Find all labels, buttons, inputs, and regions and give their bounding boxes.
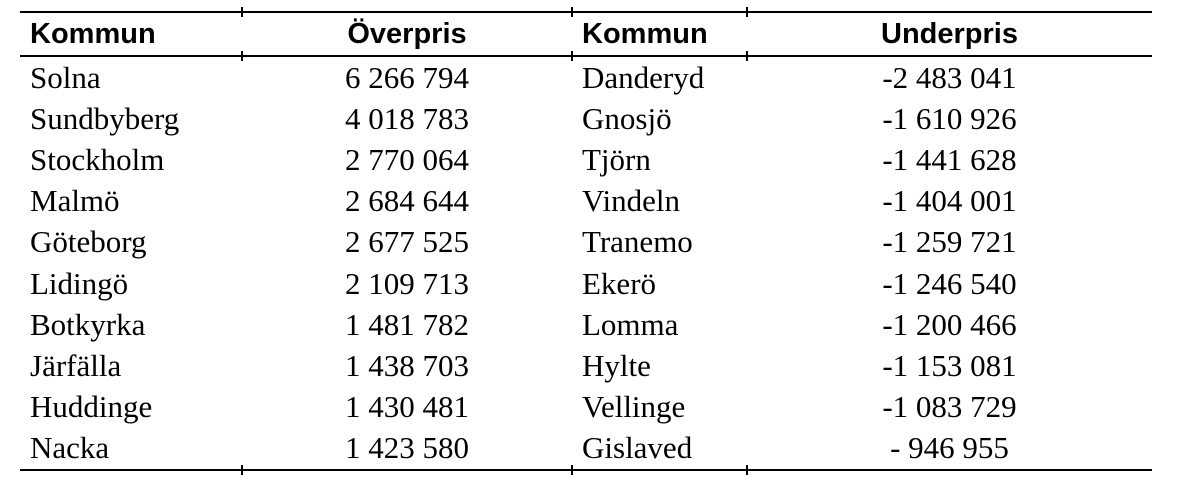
kommun-under-cell: Ekerö <box>582 265 657 301</box>
underpris-cell: -1 404 001 <box>882 183 1017 219</box>
table-row: Solna 6 266 794 Danderyd -2 483 041 <box>20 57 1152 98</box>
header-kommun-left: Kommun <box>30 17 156 50</box>
underpris-cell: -1 441 628 <box>882 141 1017 177</box>
overpris-cell: 1 430 481 <box>345 389 469 425</box>
column-divider-tick <box>571 465 573 475</box>
kommun-over-cell: Järfälla <box>30 347 122 383</box>
table-bottom-rule <box>20 468 1152 471</box>
table-row: Stockholm 2 770 064 Tjörn -1 441 628 <box>20 139 1152 180</box>
underpris-cell: -1 083 729 <box>882 389 1017 425</box>
kommun-under-cell: Lomma <box>582 306 679 342</box>
kommun-over-cell: Lidingö <box>30 265 129 301</box>
underpris-cell: - 946 955 <box>890 430 1009 466</box>
kommun-over-cell: Malmö <box>30 183 120 219</box>
column-divider-tick <box>241 51 243 61</box>
header-underpris: Underpris <box>881 17 1018 50</box>
kommun-over-cell: Botkyrka <box>30 306 146 342</box>
table-row: Huddinge 1 430 481 Vellinge -1 083 729 <box>20 387 1152 428</box>
overpris-cell: 2 684 644 <box>345 183 469 219</box>
overpris-cell: 1 423 580 <box>345 430 469 466</box>
table-row: Göteborg 2 677 525 Tranemo -1 259 721 <box>20 222 1152 263</box>
header-kommun-right: Kommun <box>582 17 708 50</box>
kommun-under-cell: Hylte <box>582 347 651 383</box>
overpris-cell: 1 481 782 <box>345 306 469 342</box>
kommun-over-cell: Sundbyberg <box>30 100 180 136</box>
kommun-over-cell: Huddinge <box>30 389 153 425</box>
overpris-cell: 6 266 794 <box>345 59 469 95</box>
table-header-rule <box>20 55 1152 57</box>
underpris-cell: -2 483 041 <box>882 59 1017 95</box>
kommun-under-cell: Tjörn <box>582 141 651 177</box>
kommun-under-cell: Vellinge <box>582 389 686 425</box>
table-row: Järfälla 1 438 703 Hylte -1 153 081 <box>20 345 1152 386</box>
table-row: Sundbyberg 4 018 783 Gnosjö -1 610 926 <box>20 98 1152 139</box>
kommun-price-table: Kommun Överpris Kommun Underpris Solna 6… <box>20 7 1152 475</box>
kommun-over-cell: Nacka <box>30 430 110 466</box>
underpris-cell: -1 246 540 <box>882 265 1017 301</box>
table-row: Lidingö 2 109 713 Ekerö -1 246 540 <box>20 263 1152 304</box>
kommun-under-cell: Gnosjö <box>582 100 672 136</box>
kommun-over-cell: Solna <box>30 59 101 95</box>
underpris-cell: -1 200 466 <box>882 306 1017 342</box>
table-top-rule <box>20 11 1152 13</box>
kommun-under-cell: Gislaved <box>582 430 693 466</box>
column-divider-tick <box>241 465 243 475</box>
table-body: Solna 6 266 794 Danderyd -2 483 041 Sund… <box>20 57 1152 469</box>
overpris-cell: 2 770 064 <box>345 141 469 177</box>
table-row: Nacka 1 423 580 Gislaved - 946 955 <box>20 428 1152 469</box>
kommun-over-cell: Göteborg <box>30 224 147 260</box>
column-divider-tick <box>241 7 243 17</box>
overpris-cell: 2 677 525 <box>345 224 469 260</box>
table-header-row: Kommun Överpris Kommun Underpris <box>20 13 1152 55</box>
header-overpris: Överpris <box>347 17 467 50</box>
overpris-cell: 1 438 703 <box>345 347 469 383</box>
column-divider-tick <box>746 51 748 61</box>
table-row: Malmö 2 684 644 Vindeln -1 404 001 <box>20 181 1152 222</box>
column-divider-tick <box>571 7 573 17</box>
column-divider-tick <box>746 7 748 17</box>
kommun-under-cell: Tranemo <box>582 224 693 260</box>
column-divider-tick <box>746 465 748 475</box>
column-divider-tick <box>571 51 573 61</box>
overpris-cell: 4 018 783 <box>345 100 469 136</box>
table-row: Botkyrka 1 481 782 Lomma -1 200 466 <box>20 304 1152 345</box>
overpris-cell: 2 109 713 <box>345 265 469 301</box>
kommun-over-cell: Stockholm <box>30 141 165 177</box>
underpris-cell: -1 610 926 <box>882 100 1017 136</box>
kommun-under-cell: Danderyd <box>582 59 705 95</box>
underpris-cell: -1 153 081 <box>882 347 1017 383</box>
kommun-under-cell: Vindeln <box>582 183 681 219</box>
underpris-cell: -1 259 721 <box>882 224 1017 260</box>
